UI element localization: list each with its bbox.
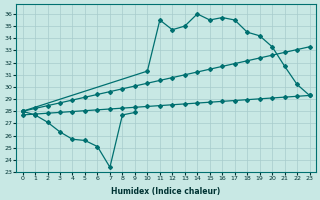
X-axis label: Humidex (Indice chaleur): Humidex (Indice chaleur)	[111, 187, 221, 196]
